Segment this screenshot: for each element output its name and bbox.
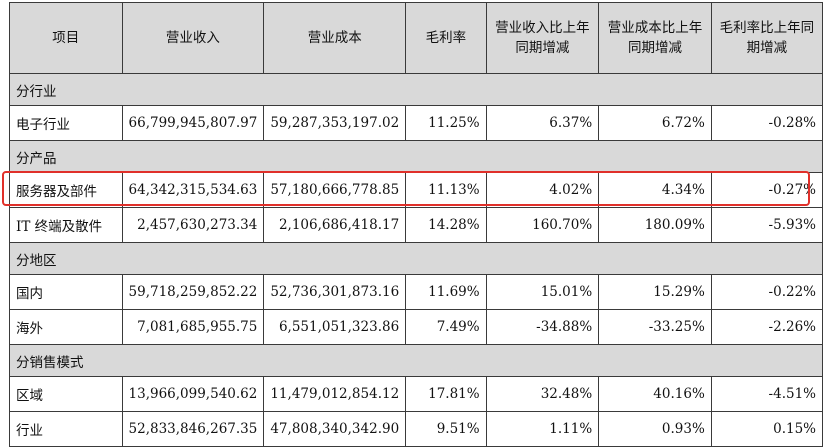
margin-cell: 11.13% <box>405 172 487 208</box>
cost-cell: 59,287,353,197.02 <box>263 105 407 141</box>
header-cell: 营业收入 <box>121 2 265 74</box>
cost-change-cell: 6.72% <box>598 105 712 141</box>
cost-change-cell: 15.29% <box>598 274 712 310</box>
cost-cell: 57,180,666,778.85 <box>263 172 407 208</box>
header-cell: 项目 <box>9 2 123 74</box>
margin-change-cell: -0.22% <box>710 274 823 310</box>
table-row: 海外 7,081,685,955.75 6,551,051,323.86 7.4… <box>9 309 823 345</box>
revenue-change-cell: 160.70% <box>485 207 600 243</box>
table-row: 电子行业 66,799,945,807.97 59,287,353,197.02… <box>9 105 823 141</box>
cost-change-cell: -33.25% <box>598 309 712 345</box>
margin-change-cell: -2.26% <box>710 309 823 345</box>
cost-change-cell: 4.34% <box>598 172 712 208</box>
margin-cell: 9.51% <box>405 411 487 447</box>
cost-change-cell: 180.09% <box>598 207 712 243</box>
margin-cell: 11.25% <box>405 105 487 141</box>
table-row: 行业 52,833,846,267.35 47,808,340,342.90 9… <box>9 411 823 447</box>
row-label: 海外 <box>9 309 123 345</box>
revenue-change-cell: 32.48% <box>485 376 600 412</box>
revenue-change-cell: 4.02% <box>485 172 600 208</box>
margin-cell: 7.49% <box>405 309 487 345</box>
revenue-cell: 7,081,685,955.75 <box>121 309 265 345</box>
margin-change-cell: -5.93% <box>710 207 823 243</box>
table-row: 区域 13,966,099,540.62 11,479,012,854.12 1… <box>9 376 823 412</box>
revenue-change-cell: 6.37% <box>485 105 600 141</box>
margin-change-cell: 0.15% <box>710 411 823 447</box>
margin-change-cell: -4.51% <box>710 376 823 412</box>
revenue-cell: 2,457,630,273.34 <box>121 207 265 243</box>
cost-change-cell: 0.93% <box>598 411 712 447</box>
category-row: 分地区 <box>9 242 823 275</box>
margin-cell: 11.69% <box>405 274 487 310</box>
row-label: 行业 <box>9 411 123 447</box>
margin-change-cell: -0.27% <box>710 172 823 208</box>
header-cell: 营业收入比上年同期增减 <box>485 2 600 74</box>
category-row: 分产品 <box>9 140 823 173</box>
cost-cell: 2,106,686,418.17 <box>263 207 407 243</box>
revenue-cell: 52,833,846,267.35 <box>121 411 265 447</box>
cost-cell: 11,479,012,854.12 <box>263 376 407 412</box>
cost-cell: 47,808,340,342.90 <box>263 411 407 447</box>
margin-cell: 14.28% <box>405 207 487 243</box>
header-cell: 营业成本比上年同期增减 <box>598 2 712 74</box>
row-label: 电子行业 <box>9 105 123 141</box>
cost-cell: 52,736,301,873.16 <box>263 274 407 310</box>
cost-cell: 6,551,051,323.86 <box>263 309 407 345</box>
category-row: 分行业 <box>9 73 823 106</box>
revenue-change-cell: -34.88% <box>485 309 600 345</box>
margin-change-cell: -0.28% <box>710 105 823 141</box>
cost-change-cell: 40.16% <box>598 376 712 412</box>
category-label: 分地区 <box>9 242 823 275</box>
margin-cell: 17.81% <box>405 376 487 412</box>
category-label: 分行业 <box>9 73 823 106</box>
financial-table: 项目 营业收入 营业成本 毛利率 营业收入比上年同期增减 营业成本比上年同期增减… <box>9 2 823 447</box>
header-cell: 毛利率比上年同期增减 <box>710 2 823 74</box>
revenue-cell: 13,966,099,540.62 <box>121 376 265 412</box>
revenue-cell: 59,718,259,852.22 <box>121 274 265 310</box>
revenue-change-cell: 1.11% <box>485 411 600 447</box>
row-label: 国内 <box>9 274 123 310</box>
revenue-change-cell: 15.01% <box>485 274 600 310</box>
header-cell: 毛利率 <box>405 2 487 74</box>
table-row: 服务器及部件 64,342,315,534.63 57,180,666,778.… <box>9 172 823 208</box>
header-row: 项目 营业收入 营业成本 毛利率 营业收入比上年同期增减 营业成本比上年同期增减… <box>9 2 823 74</box>
row-label: IT 终端及散件 <box>9 207 123 243</box>
category-label: 分销售模式 <box>9 344 823 377</box>
table-row: IT 终端及散件 2,457,630,273.34 2,106,686,418.… <box>9 207 823 243</box>
header-cell: 营业成本 <box>263 2 407 74</box>
row-label: 区域 <box>9 376 123 412</box>
category-row: 分销售模式 <box>9 344 823 377</box>
revenue-cell: 66,799,945,807.97 <box>121 105 265 141</box>
table-wrapper: 项目 营业收入 营业成本 毛利率 营业收入比上年同期增减 营业成本比上年同期增减… <box>9 2 823 447</box>
category-label: 分产品 <box>9 140 823 173</box>
revenue-cell: 64,342,315,534.63 <box>121 172 265 208</box>
row-label: 服务器及部件 <box>9 172 123 208</box>
table-row: 国内 59,718,259,852.22 52,736,301,873.16 1… <box>9 274 823 310</box>
